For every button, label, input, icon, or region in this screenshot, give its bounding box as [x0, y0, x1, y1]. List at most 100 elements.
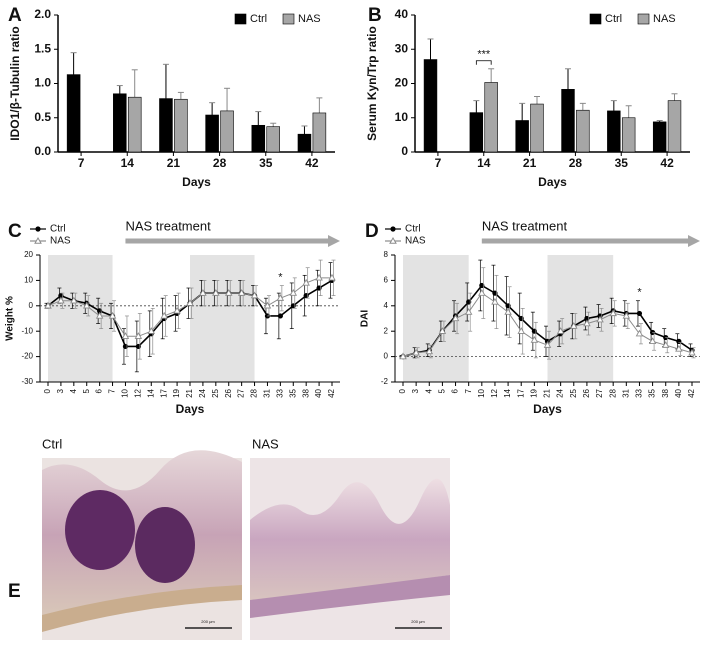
- marker: [412, 348, 420, 356]
- x-tick-label: 27: [237, 388, 246, 397]
- image-title: NAS: [252, 436, 279, 451]
- legend-label: NAS: [653, 13, 676, 25]
- x-tick-label: 19: [529, 388, 538, 397]
- x-tick-label: 10: [121, 388, 130, 397]
- x-axis-label: Days: [176, 402, 205, 416]
- x-tick-label: 28: [569, 156, 583, 170]
- x-tick-label: 14: [477, 156, 491, 170]
- marker: [250, 291, 259, 299]
- marker: [147, 327, 156, 334]
- x-tick-label: 5: [82, 388, 91, 393]
- significance-label: ***: [477, 49, 491, 61]
- legend-marker: [35, 226, 41, 232]
- x-tick-label: 14: [146, 388, 155, 397]
- marker: [173, 306, 181, 314]
- y-tick-label: -10: [21, 326, 33, 335]
- marker: [622, 311, 631, 319]
- x-tick-label: 17: [159, 388, 168, 397]
- y-tick-label: 8: [384, 250, 389, 259]
- marker: [399, 352, 407, 360]
- marker: [276, 294, 285, 301]
- y-tick-label: 30: [395, 41, 409, 55]
- y-tick-label: 6: [384, 276, 389, 285]
- marker: [635, 329, 644, 337]
- x-tick-label: 25: [211, 388, 220, 397]
- bar: [174, 98, 188, 153]
- panel-label: A: [8, 5, 22, 26]
- shaded-region: [403, 255, 469, 382]
- marker: [95, 311, 104, 319]
- marker: [636, 310, 643, 317]
- x-axis-label: Days: [182, 175, 211, 189]
- x-tick-label: 6: [451, 388, 460, 393]
- y-tick-label: 20: [395, 76, 409, 90]
- histology-image: 200 μm: [250, 458, 450, 640]
- significance-label: *: [637, 287, 642, 299]
- bar: [576, 109, 590, 153]
- bar: [251, 124, 266, 153]
- bar: [515, 120, 529, 153]
- marker: [237, 288, 246, 296]
- marker: [675, 344, 683, 352]
- marker: [648, 337, 657, 345]
- panel-label: D: [365, 221, 379, 242]
- y-tick-label: 0: [401, 144, 408, 158]
- marker: [464, 308, 473, 315]
- y-tick-label: 2.0: [34, 7, 51, 21]
- bar: [667, 100, 682, 153]
- x-tick-label: 35: [288, 388, 297, 397]
- bar: [266, 126, 280, 153]
- marker: [543, 341, 552, 348]
- x-tick-label: 7: [108, 388, 117, 393]
- x-tick-label: 0: [398, 388, 407, 393]
- arrow-label: NAS treatment: [125, 218, 211, 233]
- marker: [491, 297, 499, 305]
- legend-swatch: [637, 13, 650, 25]
- x-tick-label: 12: [490, 388, 499, 397]
- y-tick-label: 10: [395, 110, 409, 124]
- marker: [530, 335, 539, 343]
- x-tick-label: 38: [661, 388, 670, 397]
- marker: [609, 309, 617, 317]
- y-axis-label: IDO1/β-Tubulin ratio: [8, 26, 22, 140]
- bar: [484, 82, 498, 153]
- bar: [469, 112, 484, 153]
- x-tick-label: 38: [301, 388, 310, 397]
- x-tick-label: 28: [608, 388, 617, 397]
- marker: [328, 273, 336, 281]
- marker: [186, 299, 194, 306]
- marker: [277, 313, 283, 319]
- legend-label: Ctrl: [605, 13, 622, 25]
- marker: [661, 341, 670, 348]
- marker: [315, 273, 323, 281]
- shaded-region: [190, 255, 255, 382]
- arrow-head: [688, 235, 700, 247]
- y-tick-label: 0.0: [34, 144, 51, 158]
- y-tick-label: 0: [29, 301, 34, 310]
- x-tick-label: 7: [78, 156, 85, 170]
- marker: [134, 332, 143, 339]
- x-tick-label: 4: [424, 388, 433, 393]
- y-tick-label: 40: [395, 7, 409, 21]
- x-tick-label: 3: [56, 388, 65, 393]
- y-tick-label: 0: [384, 352, 389, 361]
- scale-bar-label: 200 μm: [411, 619, 425, 624]
- legend-marker: [389, 236, 397, 244]
- x-tick-label: 35: [648, 388, 657, 397]
- x-tick-label: 27: [595, 388, 604, 397]
- x-tick-label: 31: [263, 388, 272, 397]
- marker: [44, 301, 52, 309]
- x-tick-label: 12: [133, 388, 142, 397]
- legend-swatch: [282, 13, 295, 25]
- bar: [312, 112, 327, 153]
- marker: [688, 348, 696, 356]
- x-tick-label: 24: [556, 388, 565, 397]
- y-tick-label: -2: [381, 377, 389, 386]
- bar: [205, 114, 219, 153]
- x-tick-label: 19: [172, 388, 181, 397]
- image-title: Ctrl: [42, 436, 62, 451]
- marker: [263, 301, 272, 309]
- bar: [220, 110, 234, 153]
- x-tick-label: 26: [582, 388, 591, 397]
- x-tick-label: 42: [305, 156, 319, 170]
